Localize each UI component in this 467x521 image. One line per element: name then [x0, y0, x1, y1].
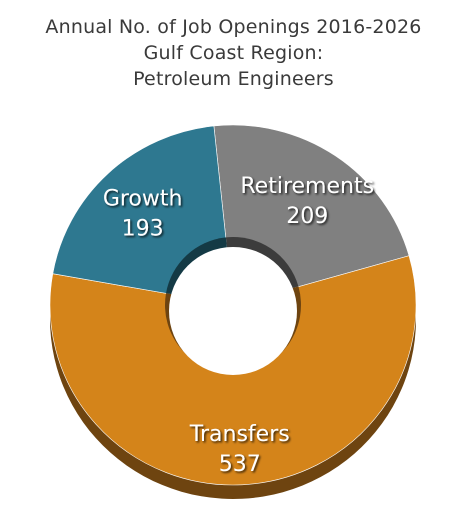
- slice-label-transfers: Transfers: [189, 422, 290, 447]
- slice-value-transfers: 537: [219, 452, 261, 477]
- donut-hole-center: [169, 247, 297, 375]
- donut-hole: [165, 237, 301, 375]
- slice-label-retirements: Retirements: [240, 174, 374, 199]
- slice-value-growth: 193: [122, 217, 164, 242]
- chart-title-line-1: Annual No. of Job Openings 2016-2026: [45, 16, 422, 38]
- slice-labels: Retirements 209 Transfers 537 Growth 193: [103, 174, 374, 477]
- slice-value-retirements: 209: [286, 204, 328, 229]
- chart-title-line-3: Petroleum Engineers: [133, 68, 334, 90]
- slice-label-growth: Growth: [103, 187, 183, 212]
- chart-title: Annual No. of Job Openings 2016-2026 Gul…: [0, 14, 467, 92]
- chart-title-line-2: Gulf Coast Region:: [143, 42, 324, 64]
